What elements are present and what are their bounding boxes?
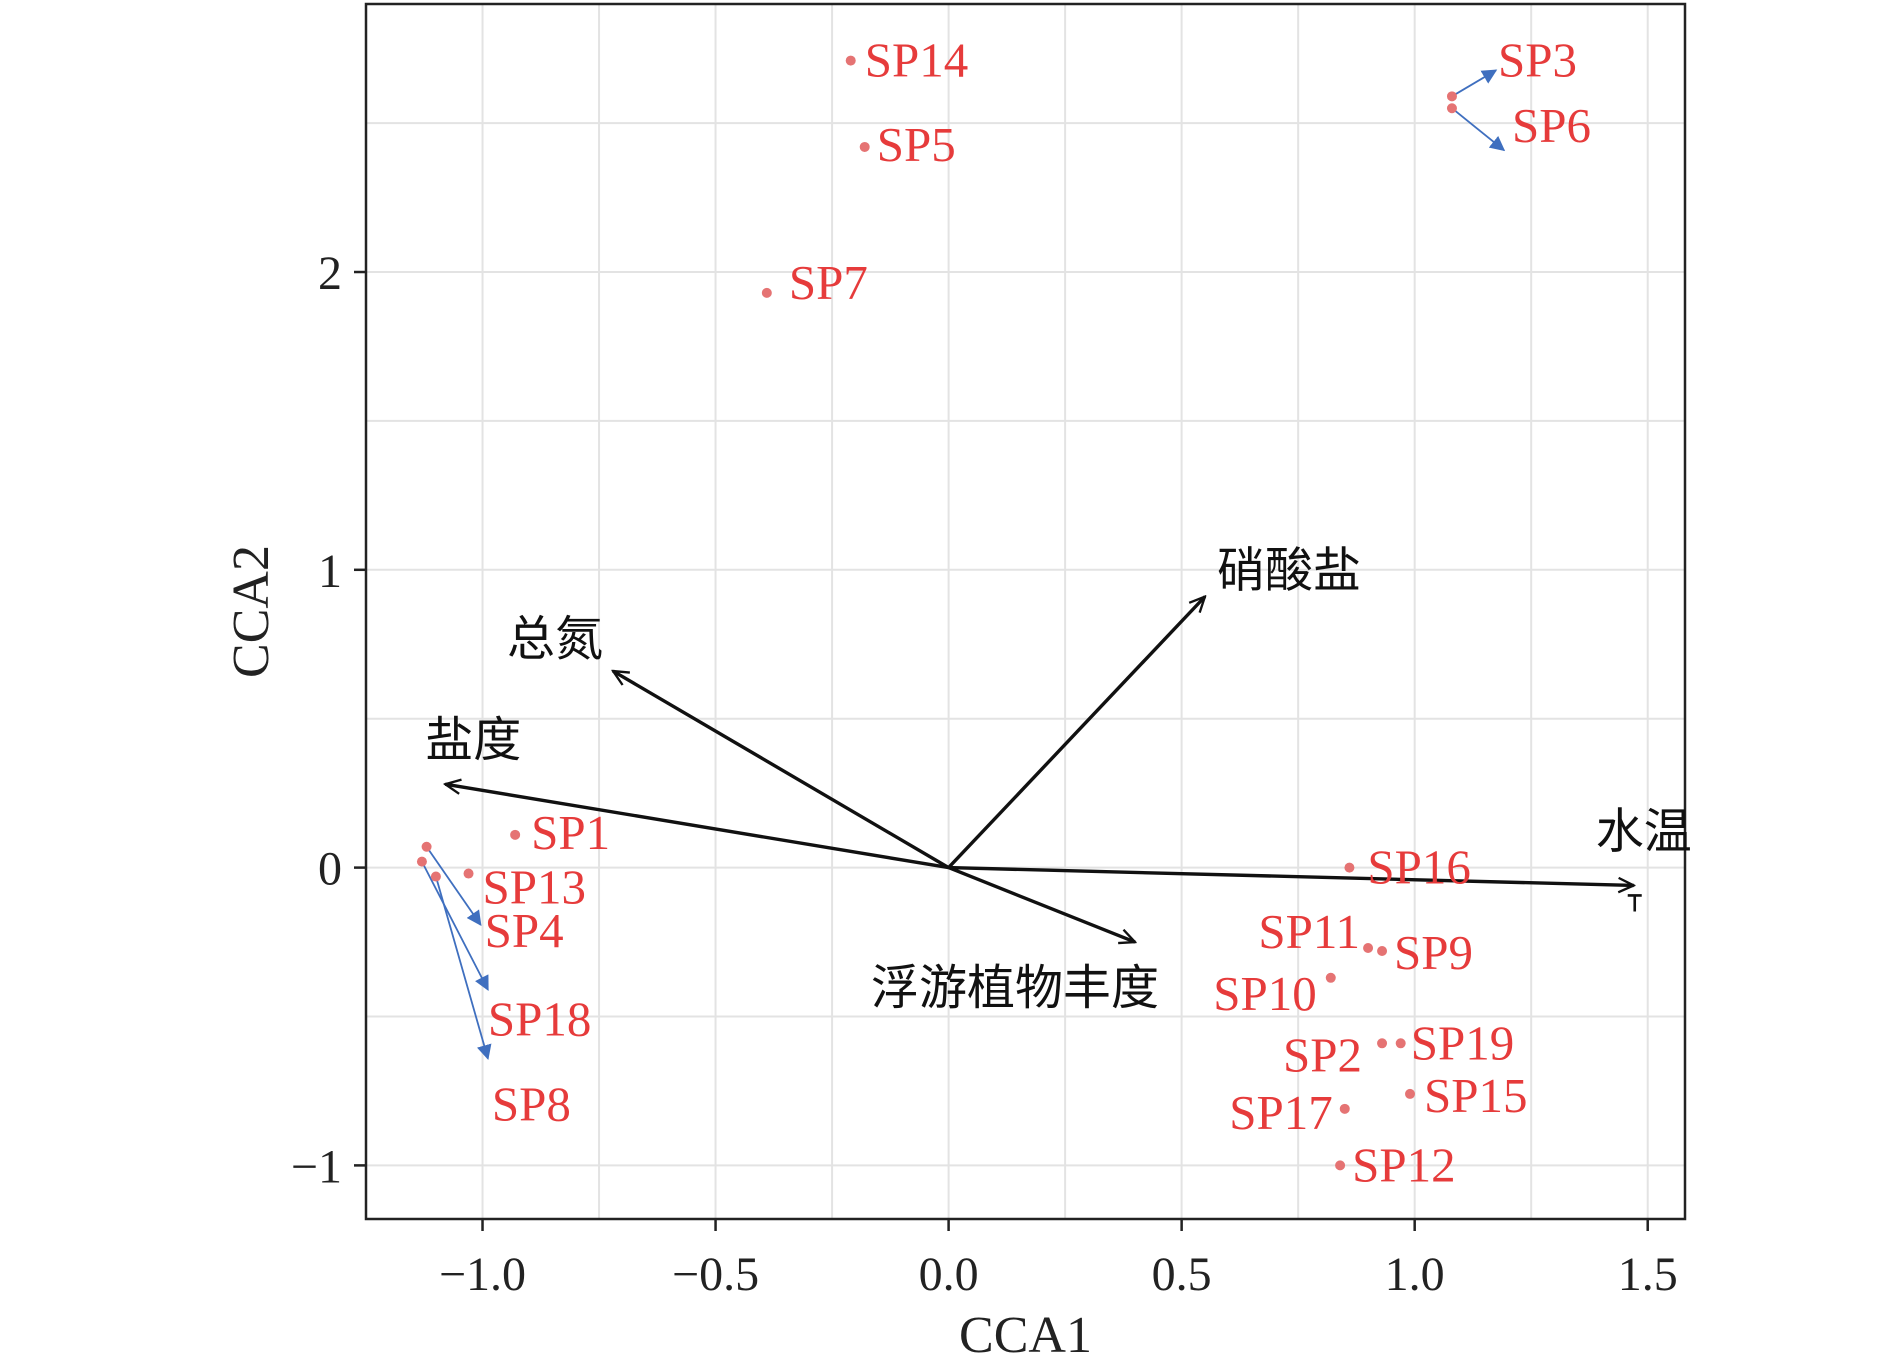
species-label: SP10 [1213,966,1317,1021]
env-vector-label: 盐度 [425,712,521,768]
species-point [1335,1160,1346,1171]
species-point [761,287,772,298]
species-point [859,141,870,152]
species-label: SP14 [865,33,969,88]
env-vector-arrow [445,784,949,870]
species-label: SP11 [1258,904,1360,959]
leader-arrow [1451,69,1498,98]
axis-ticks: −1.0 −0.5 0.0 0.5 1.0 1.5 −1 0 1 2 [291,247,1678,1301]
species-label: SP13 [483,860,587,915]
x-tick-label: 0.0 [919,1248,979,1301]
x-tick-label: 0.5 [1152,1248,1212,1301]
species-label: SP18 [488,992,592,1047]
env-vector-arrow [947,866,1135,942]
species-label: SP8 [492,1077,571,1132]
species-point [1446,91,1457,102]
leader-arrow [435,876,492,1060]
species-label: SP4 [485,903,564,958]
y-tick-label: 1 [318,545,342,598]
species-point [845,55,856,66]
species-label: SP2 [1283,1027,1362,1082]
species-point [1446,103,1457,114]
y-tick-label: 2 [318,247,342,300]
species-point [463,868,474,879]
species-point [1377,1038,1388,1049]
species-point [1344,862,1355,873]
x-tick-label: −1.0 [439,1248,526,1301]
species-point [1395,1038,1406,1049]
y-tick-label: −1 [291,1140,342,1193]
leader-arrow [421,861,489,991]
env-vector-arrow [613,669,950,870]
grid-lines [365,4,1685,1219]
label-leader-arrows [421,69,1506,1060]
x-axis-title: CCA1 [959,1307,1092,1358]
species-label: SP16 [1367,840,1471,895]
species-label: SP3 [1498,32,1577,87]
species-point [421,841,432,852]
species-point [430,871,441,882]
y-tick-label: 0 [318,843,342,896]
species-point [1405,1088,1416,1099]
plot-frame [364,2,1687,1221]
env-vector-label: 浮游植物丰度 [871,960,1159,1016]
species-label: SP6 [1512,98,1591,153]
species-point [510,829,521,840]
y-axis-title: CCA2 [223,545,280,678]
species-point [1325,972,1336,983]
env-vector-arrow [947,597,1205,869]
x-tick-label: 1.5 [1618,1248,1678,1301]
species-point [1377,945,1388,956]
env-vector-arrow [948,865,1634,886]
species-points: SP14SP5SP7SP3SP6SP1SP13SP4SP18SP8SP16SP1… [416,32,1591,1192]
leader-arrow [425,846,482,926]
species-label: SP19 [1411,1015,1515,1070]
env-vector-label: 水温 [1596,803,1692,859]
species-point [1363,943,1374,954]
species-label: SP1 [531,805,610,860]
env-vector-label: 硝酸盐 [1217,543,1361,599]
species-label: SP12 [1352,1137,1456,1192]
species-label: SP15 [1424,1068,1528,1123]
env-vector-endcap [1627,894,1642,912]
x-tick-label: 1.0 [1385,1248,1445,1301]
env-vector-label: 总氮 [507,611,603,667]
species-label: SP7 [789,255,868,310]
species-label: SP5 [877,117,956,172]
species-label: SP9 [1394,925,1473,980]
x-tick-label: −0.5 [672,1248,759,1301]
species-label: SP17 [1229,1085,1333,1140]
species-point [416,856,427,867]
leader-arrow [1451,107,1506,152]
species-point [1339,1103,1350,1114]
